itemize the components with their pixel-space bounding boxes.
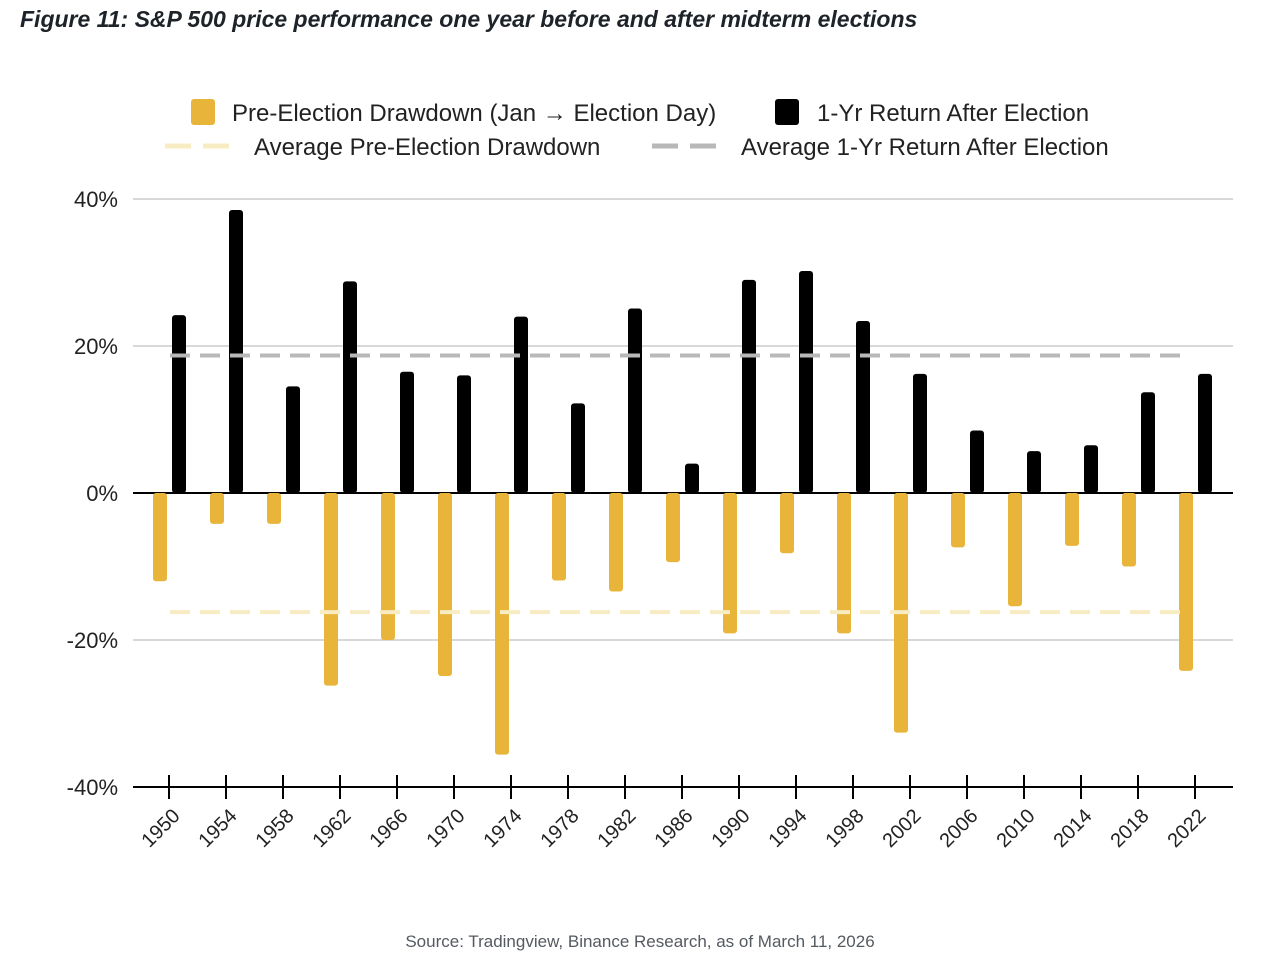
y-tick-label: -40% [67,775,118,800]
y-tick-label: 40% [74,187,118,212]
bar-post-election-1974 [514,316,528,493]
bar-pre-election-1958 [267,493,281,524]
bar-pre-election-1990 [723,493,737,634]
bar-pre-election-1962 [324,493,338,686]
bar-post-election-1970 [457,375,471,493]
bar-pre-election-1986 [666,493,680,563]
x-tick-label: 1978 [537,805,584,852]
chart: Pre-Election Drawdown (Jan → Election Da… [67,99,1233,852]
figure-title: Figure 11: S&P 500 price performance one… [20,6,918,32]
x-tick-label: 2006 [936,805,983,852]
bar-post-election-1954 [229,210,243,493]
legend: Pre-Election Drawdown (Jan → Election Da… [165,99,1109,161]
x-tick-label: 2010 [993,805,1040,852]
bar-post-election-1990 [742,279,756,493]
bar-post-election-2022 [1198,373,1212,493]
bar-pre-election-1954 [210,493,224,524]
bar-post-election-1978 [571,403,585,493]
bar-post-election-2002 [913,373,927,493]
bar-post-election-1950 [172,315,186,493]
y-tick-label: -20% [67,628,118,653]
bar-post-election-1986 [685,463,699,493]
bar-pre-election-2022 [1179,493,1193,671]
bar-pre-election-1998 [837,493,851,634]
y-tick-label: 20% [74,334,118,359]
x-tick-label: 1954 [195,805,242,852]
x-tick-label: 1970 [423,805,470,852]
bar-pre-election-2010 [1008,493,1022,607]
bar-pre-election-1970 [438,493,452,677]
bar-pre-election-1994 [780,493,794,554]
bar-post-election-1958 [286,386,300,493]
x-tick-label: 2014 [1050,805,1097,852]
bar-pre-election-1974 [495,493,509,755]
x-tick-label: 1998 [822,805,869,852]
bar-pre-election-1966 [381,493,395,640]
bar-pre-election-2006 [951,493,965,548]
legend-label-pre: Pre-Election Drawdown (Jan → Election Da… [232,100,716,127]
legend-label-avg-post: Average 1-Yr Return After Election [741,134,1109,161]
x-tick-label: 1974 [480,805,527,852]
legend-swatch-post [775,99,799,125]
legend-label-post: 1-Yr Return After Election [817,100,1089,127]
x-tick-label: 1950 [138,805,185,852]
bar-pre-election-2014 [1065,493,1079,546]
bar-post-election-2018 [1141,392,1155,493]
bar-pre-election-1982 [609,493,623,592]
x-tick-label: 1958 [252,805,299,852]
x-tick-label: 1962 [309,805,356,852]
x-tick-label: 2002 [879,805,926,852]
bar-post-election-1982 [628,308,642,493]
x-tick-label: 1986 [651,805,698,852]
bar-pre-election-1950 [153,493,167,582]
x-tick-label: 2022 [1164,805,1211,852]
bar-pre-election-1978 [552,493,566,581]
bar-post-election-1998 [856,321,870,493]
x-tick-label: 1966 [366,805,413,852]
bar-post-election-1966 [400,371,414,493]
x-tick-label: 2018 [1107,805,1154,852]
bar-post-election-1962 [343,281,357,493]
bar-post-election-2014 [1084,445,1098,493]
bar-post-election-1994 [799,271,813,493]
legend-swatch-pre [191,99,215,125]
source-note: Source: Tradingview, Binance Research, a… [405,932,875,951]
x-tick-label: 1982 [594,805,641,852]
bar-post-election-2006 [970,430,984,493]
x-tick-label: 1994 [765,805,812,852]
legend-label-avg-pre: Average Pre-Election Drawdown [254,134,600,161]
bar-pre-election-2018 [1122,493,1136,567]
bar-post-election-2010 [1027,451,1041,493]
y-tick-label: 0% [86,481,118,506]
x-tick-label: 1990 [708,805,755,852]
